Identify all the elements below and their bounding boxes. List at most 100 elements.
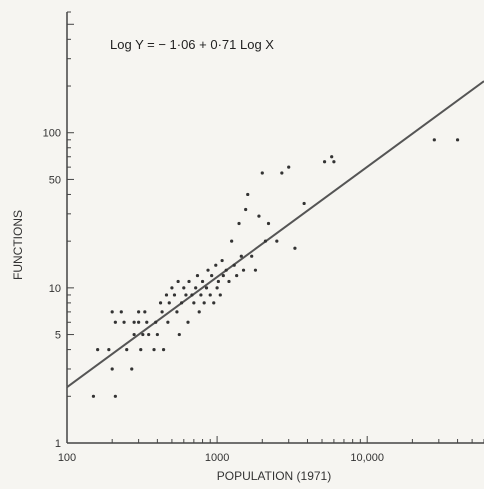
data-point	[216, 279, 220, 284]
data-point	[202, 301, 206, 305]
data-point	[197, 310, 201, 314]
data-point	[160, 310, 164, 314]
data-point	[139, 347, 143, 352]
data-point	[175, 310, 179, 314]
data-point	[177, 332, 181, 337]
data-point	[161, 347, 166, 352]
data-point	[232, 263, 236, 267]
y-tick-label: 10	[49, 283, 61, 295]
data-point	[187, 279, 191, 284]
y-tick-label: 100	[43, 128, 61, 140]
data-point	[152, 347, 156, 352]
data-point	[239, 254, 243, 258]
data-point	[192, 301, 196, 305]
data-point	[230, 239, 234, 243]
y-tick-label: 50	[49, 174, 61, 186]
data-point	[227, 279, 231, 284]
data-point	[266, 221, 271, 226]
data-point	[208, 293, 212, 297]
data-point	[212, 301, 216, 305]
data-point	[287, 165, 291, 169]
data-point	[210, 273, 214, 278]
data-point	[119, 310, 123, 314]
data-point	[186, 320, 190, 324]
data-point	[330, 155, 334, 159]
data-point	[110, 367, 114, 371]
data-point	[260, 171, 264, 175]
data-point	[220, 258, 224, 263]
data-point	[130, 367, 134, 371]
data-point	[224, 268, 228, 272]
data-point	[143, 310, 147, 314]
data-point	[113, 320, 117, 324]
data-point	[145, 320, 149, 324]
x-tick-label: 100	[58, 452, 76, 464]
data-point	[137, 320, 141, 324]
scatter-points	[91, 138, 460, 398]
data-point	[164, 293, 169, 297]
data-point	[221, 273, 225, 278]
y-tick-label: 1	[55, 438, 61, 450]
data-point	[137, 310, 141, 314]
data-point	[182, 286, 186, 290]
data-point	[257, 214, 261, 218]
data-point	[280, 171, 284, 175]
data-point	[125, 347, 129, 352]
x-axis-title: POPULATION (1971)	[217, 469, 331, 483]
data-point	[218, 293, 222, 297]
axes: 100 1000 10,000 1 5 10 50 100	[43, 11, 484, 464]
data-point	[91, 394, 96, 398]
data-point	[246, 192, 250, 197]
data-point	[110, 310, 114, 314]
data-point	[253, 268, 258, 272]
data-point	[215, 286, 219, 290]
regression-equation: Log Y = − 1·06 + 0·71 Log X	[110, 37, 274, 52]
data-point	[250, 254, 254, 258]
y-tick-label: 5	[55, 330, 61, 342]
data-point	[132, 332, 136, 337]
data-point	[455, 138, 460, 142]
data-point	[147, 332, 151, 337]
data-point	[432, 138, 436, 142]
data-point	[194, 286, 198, 290]
data-point	[155, 332, 159, 337]
data-point	[332, 160, 336, 164]
x-tick-label: 10,000	[350, 452, 384, 464]
data-point	[199, 293, 203, 297]
data-point	[113, 394, 117, 398]
data-point	[322, 160, 327, 164]
data-point	[167, 301, 171, 305]
data-point	[235, 273, 239, 278]
data-point	[206, 268, 210, 272]
fit-line-group	[66, 80, 484, 388]
data-point	[179, 301, 184, 305]
data-point	[176, 279, 180, 284]
data-point	[158, 301, 163, 305]
data-point	[170, 286, 174, 290]
data-point	[204, 286, 209, 290]
data-point	[302, 201, 306, 206]
data-point	[195, 273, 200, 278]
data-point	[237, 221, 241, 226]
data-point	[107, 347, 111, 352]
data-point	[241, 268, 246, 272]
data-point	[190, 293, 194, 297]
data-point	[172, 293, 177, 297]
regression-line	[66, 80, 484, 388]
data-point	[293, 246, 297, 250]
x-tick-label: 1000	[205, 452, 229, 464]
data-point	[263, 239, 268, 243]
data-point	[96, 347, 100, 352]
data-point	[122, 320, 126, 324]
data-point	[132, 320, 136, 324]
data-point	[166, 320, 170, 324]
data-point	[244, 207, 248, 212]
y-axis-title: FUNCTIONS	[11, 210, 25, 280]
data-point	[154, 320, 158, 324]
data-point	[200, 279, 205, 284]
data-point	[275, 239, 279, 243]
data-point	[214, 263, 218, 267]
data-point	[184, 293, 188, 297]
